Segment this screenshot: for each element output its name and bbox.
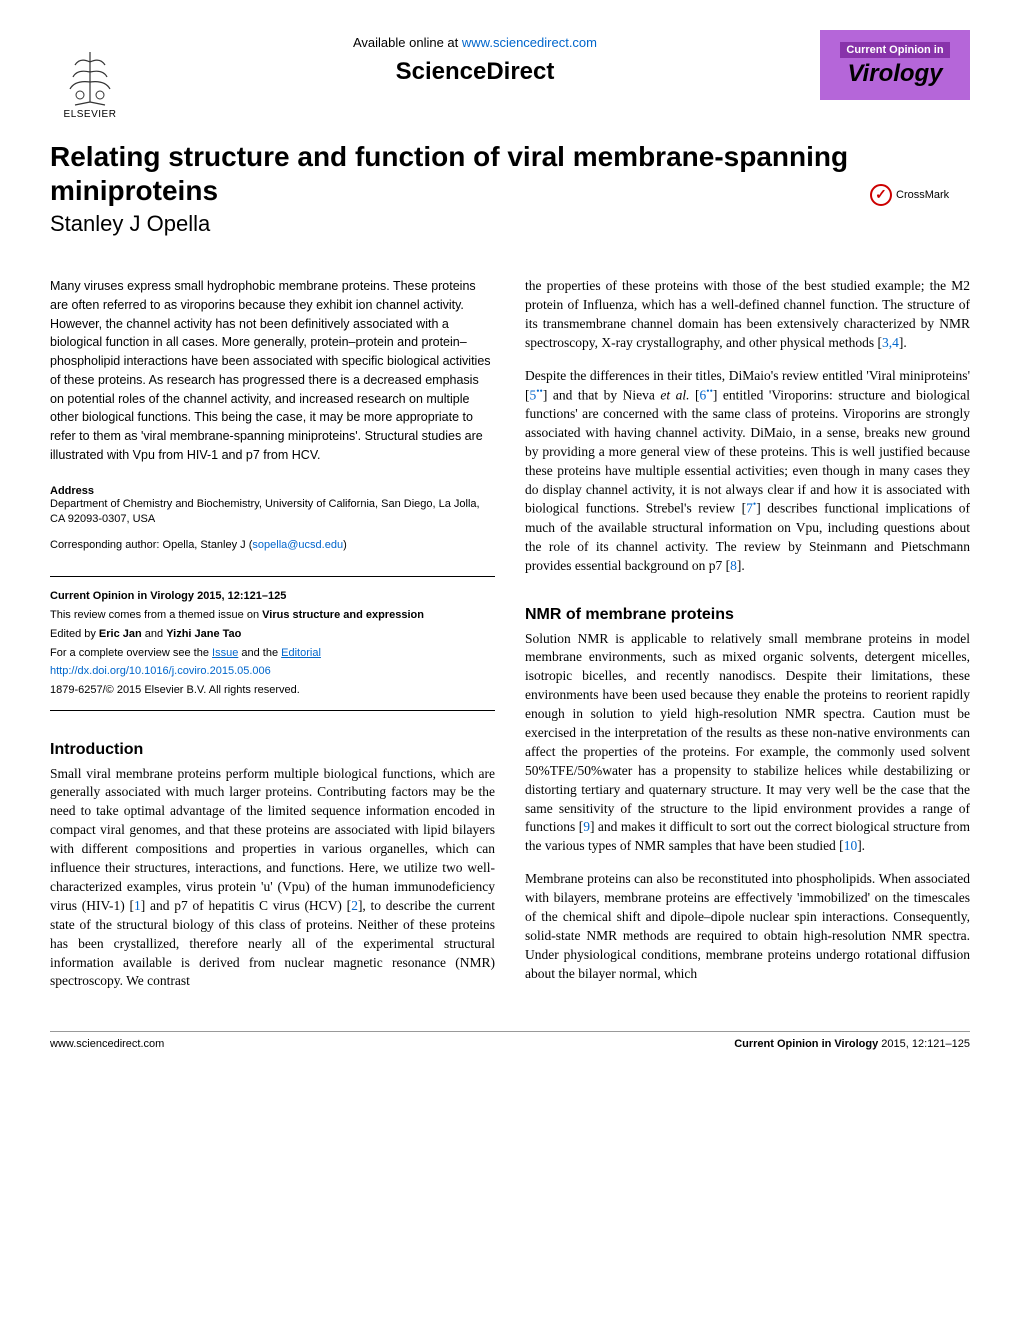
address-text: Department of Chemistry and Biochemistry… (50, 497, 495, 528)
sciencedirect-title: ScienceDirect (130, 58, 820, 86)
elsevier-label: ELSEVIER (64, 109, 117, 120)
crossmark-icon: ✓ (870, 184, 892, 206)
badge-top-text: Current Opinion in (840, 42, 949, 58)
footer-right: Current Opinion in Virology 2015, 12:121… (734, 1038, 970, 1050)
ref-8-link[interactable]: 8 (730, 558, 737, 573)
nmr-text-1a: Solution NMR is applicable to relatively… (525, 631, 970, 835)
editors-line: Edited by Eric Jan and Yizhi Jane Tao (50, 625, 495, 644)
issue-link[interactable]: Issue (212, 647, 238, 659)
intro-text-2: ] and p7 of hepatitis C virus (HCV) [ (141, 898, 351, 913)
ref-1-link[interactable]: 1 (134, 898, 141, 913)
nmr-heading: NMR of membrane proteins (525, 606, 970, 624)
footer-journal: Current Opinion in Virology (734, 1038, 878, 1050)
available-prefix: Available online at (353, 35, 462, 50)
ref-34-link[interactable]: 3,4 (882, 335, 899, 350)
badge-main-text: Virology (847, 60, 942, 88)
introduction-heading: Introduction (50, 741, 495, 759)
page-header: ELSEVIER Available online at www.science… (50, 30, 970, 120)
col2-text-1b: ]. (899, 335, 907, 350)
journal-badge: Current Opinion in Virology (820, 30, 970, 100)
checkmark-icon: ✓ (875, 187, 887, 204)
overview-prefix: For a complete overview see the (50, 647, 212, 659)
available-online-text: Available online at www.sciencedirect.co… (130, 35, 820, 50)
editor-1: Eric Jan (99, 628, 142, 640)
address-heading: Address (50, 485, 495, 497)
citation-info-box: Current Opinion in Virology 2015, 12:121… (50, 576, 495, 710)
abstract-text: Many viruses express small hydrophobic m… (50, 277, 495, 465)
title-row: Relating structure and function of viral… (50, 140, 970, 237)
citation-line: Current Opinion in Virology 2015, 12:121… (50, 590, 286, 602)
editors-and: and (142, 628, 166, 640)
col2-paragraph-2: Despite the differences in their titles,… (525, 367, 970, 576)
nmr-paragraph-1: Solution NMR is applicable to relatively… (525, 630, 970, 857)
edited-prefix: Edited by (50, 628, 99, 640)
corresponding-prefix: Corresponding author: Opella, Stanley J … (50, 539, 252, 551)
ref-5-dots: •• (536, 387, 543, 397)
sciencedirect-url-link[interactable]: www.sciencedirect.com (462, 35, 597, 50)
author-email-link[interactable]: sopella@ucsd.edu (252, 539, 343, 551)
col2-text-2c: [ (690, 387, 700, 402)
overview-line: For a complete overview see the Issue an… (50, 644, 495, 663)
copyright-line: 1879-6257/© 2015 Elsevier B.V. All right… (50, 681, 495, 700)
crossmark-label: CrossMark (896, 189, 949, 201)
col2-text-2f: ]. (737, 558, 745, 573)
intro-text-1: Small viral membrane proteins perform mu… (50, 766, 495, 913)
ref-6-dots: •• (706, 387, 713, 397)
corresponding-suffix: ) (343, 539, 347, 551)
author-name: Stanley J Opella (50, 211, 870, 237)
editor-2: Yizhi Jane Tao (166, 628, 241, 640)
article-title: Relating structure and function of viral… (50, 140, 870, 207)
intro-paragraph: Small viral membrane proteins perform mu… (50, 765, 495, 992)
ref-7-link[interactable]: 7 (746, 501, 753, 516)
elsevier-tree-icon (55, 47, 125, 107)
overview-and: and the (238, 647, 281, 659)
footer-pages: 2015, 12:121–125 (878, 1038, 970, 1050)
themed-title: Virus structure and expression (262, 609, 424, 621)
ref-9-link[interactable]: 9 (583, 819, 590, 834)
elsevier-logo: ELSEVIER (50, 30, 130, 120)
right-column: the properties of these proteins with th… (525, 277, 970, 991)
title-block: Relating structure and function of viral… (50, 140, 870, 237)
col2-paragraph-1: the properties of these proteins with th… (525, 277, 970, 353)
page-footer: www.sciencedirect.com Current Opinion in… (50, 1031, 970, 1050)
editorial-link[interactable]: Editorial (281, 647, 321, 659)
footer-left: www.sciencedirect.com (50, 1038, 164, 1050)
crossmark-badge[interactable]: ✓ CrossMark (870, 180, 970, 210)
col2-text-2d: ] entitled 'Viroporins: structure and bi… (525, 387, 970, 516)
nmr-paragraph-2: Membrane proteins can also be reconstitu… (525, 870, 970, 983)
nmr-text-1b: ] and makes it difficult to sort out the… (525, 819, 970, 853)
et-al: et al. (660, 387, 689, 402)
left-column: Many viruses express small hydrophobic m… (50, 277, 495, 991)
nmr-text-1c: ]. (857, 838, 865, 853)
doi-link[interactable]: http://dx.doi.org/10.1016/j.coviro.2015.… (50, 665, 271, 677)
header-center: Available online at www.sciencedirect.co… (130, 30, 820, 86)
themed-issue: This review comes from a themed issue on… (50, 606, 495, 625)
corresponding-author: Corresponding author: Opella, Stanley J … (50, 539, 495, 551)
two-column-layout: Many viruses express small hydrophobic m… (50, 277, 970, 991)
themed-prefix: This review comes from a themed issue on (50, 609, 262, 621)
ref-2-link[interactable]: 2 (351, 898, 358, 913)
ref-10-link[interactable]: 10 (844, 838, 858, 853)
col2-text-2b: ] and that by Nieva (543, 387, 661, 402)
